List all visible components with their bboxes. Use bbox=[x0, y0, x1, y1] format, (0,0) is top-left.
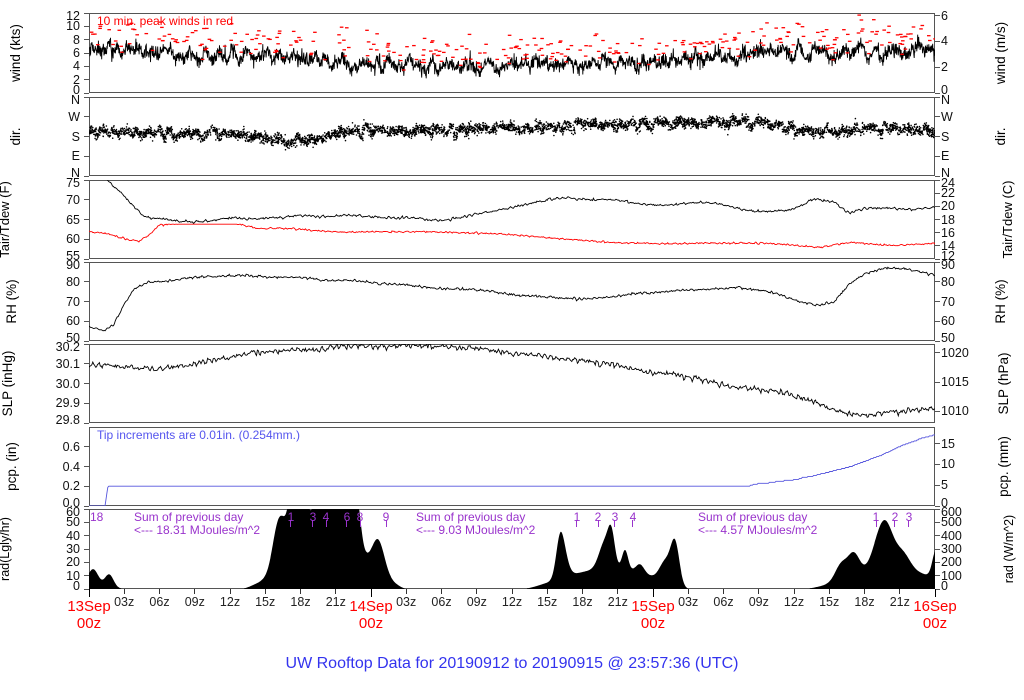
svg-text:wind (m/s): wind (m/s) bbox=[993, 22, 1008, 85]
svg-text:dir.: dir. bbox=[993, 127, 1008, 145]
svg-text:pcp. (in): pcp. (in) bbox=[4, 442, 19, 491]
svg-text:rad(Lgly/hr): rad(Lgly/hr) bbox=[0, 517, 12, 581]
svg-text:SLP (hPa): SLP (hPa) bbox=[996, 352, 1011, 414]
svg-text:dir.: dir. bbox=[8, 127, 23, 145]
svg-text:Tair/Tdew (C): Tair/Tdew (C) bbox=[1000, 180, 1015, 258]
svg-text:wind (kts): wind (kts) bbox=[8, 24, 23, 83]
svg-text:Tair/Tdew (F): Tair/Tdew (F) bbox=[0, 181, 12, 258]
svg-text:pcp. (mm): pcp. (mm) bbox=[996, 436, 1011, 497]
svg-text:SLP (inHg): SLP (inHg) bbox=[0, 351, 15, 417]
svg-text:rad (W/m^2): rad (W/m^2) bbox=[1002, 515, 1016, 583]
svg-text:RH (%): RH (%) bbox=[993, 279, 1008, 323]
svg-text:RH (%): RH (%) bbox=[4, 279, 19, 323]
